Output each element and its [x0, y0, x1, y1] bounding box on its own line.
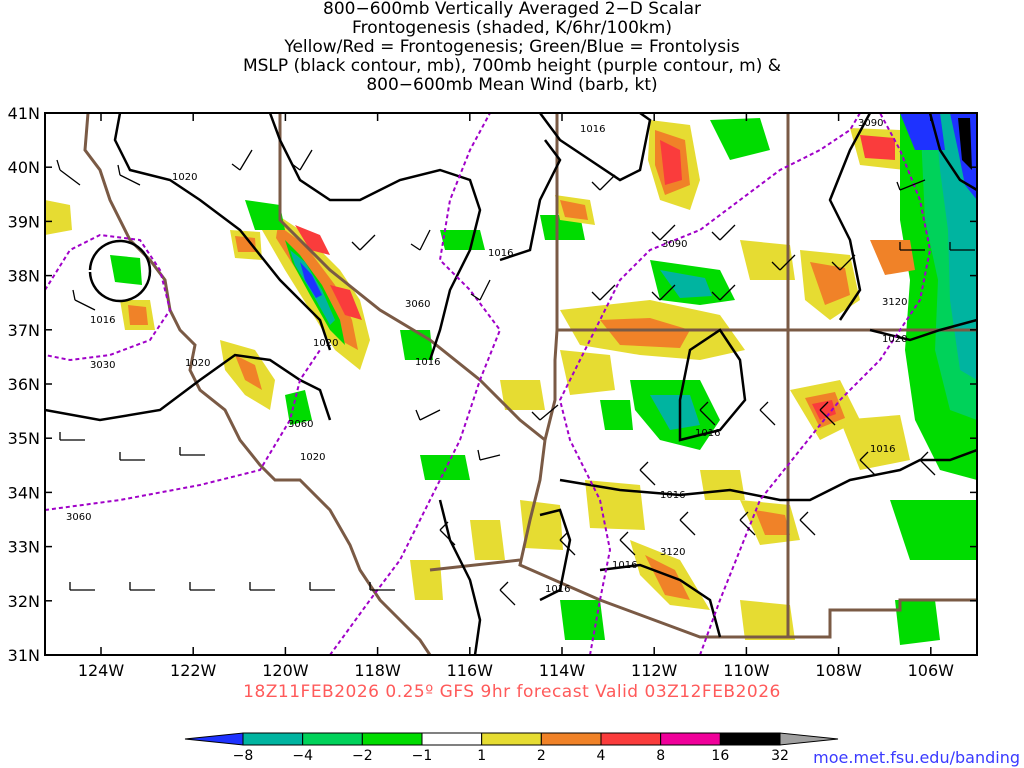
title-line-4: MSLP (black contour, mb), 700mb height (…	[242, 56, 782, 76]
height-label: 3060	[405, 299, 430, 310]
title-line-1: 800−600mb Vertically Averaged 2−D Scalar	[323, 0, 701, 19]
lon-label: 106W	[908, 661, 955, 680]
lon-label: 114W	[539, 661, 586, 680]
colorbar-segment	[302, 732, 363, 746]
valid-time-label: 18Z11FEB2026 0.25º GFS 9hr forecast Vali…	[243, 682, 781, 702]
mslp-label: 1016	[488, 248, 513, 259]
mslp-label: 1016	[580, 124, 605, 135]
colorbar-tick-label: 16	[711, 748, 729, 764]
colorbar: −8 −4 −2 −1 1 2 4 8 16 32	[184, 732, 839, 764]
lat-label: 41N	[8, 104, 40, 123]
lat-label: 35N	[8, 429, 40, 448]
lat-label: 34N	[8, 483, 40, 502]
colorbar-right-arrow	[779, 732, 839, 746]
height-label: 3090	[662, 239, 687, 250]
colorbar-tick-label: 2	[537, 748, 546, 764]
title-line-2: Frontogenesis (shaded, K/6hr/100km)	[352, 18, 672, 38]
colorbar-segment	[600, 732, 662, 746]
lat-label: 38N	[8, 267, 40, 286]
mslp-label: 1016	[870, 444, 895, 455]
colorbar-tick-label: −8	[233, 748, 254, 764]
mslp-label: 1020	[300, 452, 325, 463]
lat-label: 39N	[8, 212, 40, 231]
lon-label: 108W	[815, 661, 862, 680]
lon-label: 112W	[631, 661, 678, 680]
title-line-3: Yellow/Red = Frontogenesis; Green/Blue =…	[284, 37, 740, 57]
credit-url[interactable]: moe.met.fsu.edu/banding	[813, 748, 1020, 767]
mslp-label: 1020	[882, 334, 907, 345]
lat-label: 37N	[8, 321, 40, 340]
colorbar-segment	[540, 732, 602, 746]
colorbar-segment	[421, 732, 483, 746]
colorbar-tick-label: −1	[412, 748, 433, 764]
lat-label: 36N	[8, 375, 40, 394]
latitude-axis: 41N 40N 39N 38N 37N 36N 35N 34N 33N 32N 31N	[8, 104, 977, 665]
colorbar-tick-label: 4	[597, 748, 606, 764]
lat-label: 40N	[8, 158, 40, 177]
wind-barbs	[56, 149, 975, 606]
colorbar-tick-label: 32	[771, 748, 789, 764]
mslp-label: 1016	[612, 560, 637, 571]
mslp-label: 1016	[415, 357, 440, 368]
lon-label: 110W	[723, 661, 770, 680]
longitude-axis: 124W 122W 120W 118W 116W 114W 112W 110W 108W 106W	[78, 113, 954, 680]
colorbar-segment	[361, 732, 423, 746]
height-label: 3120	[660, 547, 685, 558]
map-title: 800−600mb Vertically Averaged 2−D Scalar…	[0, 0, 1024, 95]
colorbar-tick-label: 1	[477, 748, 486, 764]
contour-labels: 1020 1016 1020 1020 1016 1016 1020 1016 …	[66, 118, 907, 595]
mslp-label: 1020	[172, 172, 197, 183]
lon-label: 124W	[78, 661, 125, 680]
lon-label: 118W	[354, 661, 401, 680]
lat-label: 32N	[8, 592, 40, 611]
lat-label: 31N	[8, 646, 40, 665]
colorbar-left-arrow	[184, 732, 244, 746]
lon-label: 120W	[262, 661, 309, 680]
colorbar-tick-label: −2	[352, 748, 373, 764]
map-lines	[45, 113, 977, 655]
mslp-label: 1016	[660, 490, 685, 501]
colorbar-segment	[242, 732, 304, 746]
mslp-label: 1016	[90, 315, 115, 326]
colorbar-segment	[660, 732, 721, 746]
colorbar-tick-label: −4	[292, 748, 313, 764]
lon-label: 116W	[447, 661, 494, 680]
mslp-label: 1016	[545, 584, 570, 595]
mslp-label: 1020	[313, 338, 338, 349]
colorbar-segment	[719, 732, 781, 746]
lon-label: 122W	[170, 661, 217, 680]
mslp-label: 1016	[695, 428, 720, 439]
lat-label: 33N	[8, 538, 40, 557]
height-label: 3060	[288, 419, 313, 430]
height-label: 3060	[66, 512, 91, 523]
colorbar-segment	[481, 732, 542, 746]
mslp-label: 1020	[185, 358, 210, 369]
height-label: 3030	[90, 360, 115, 371]
colorbar-tick-label: 8	[656, 748, 665, 764]
height-label: 3090	[858, 118, 883, 129]
title-line-5: 800−600mb Mean Wind (barb, kt)	[366, 75, 658, 95]
height-label: 3120	[882, 297, 907, 308]
